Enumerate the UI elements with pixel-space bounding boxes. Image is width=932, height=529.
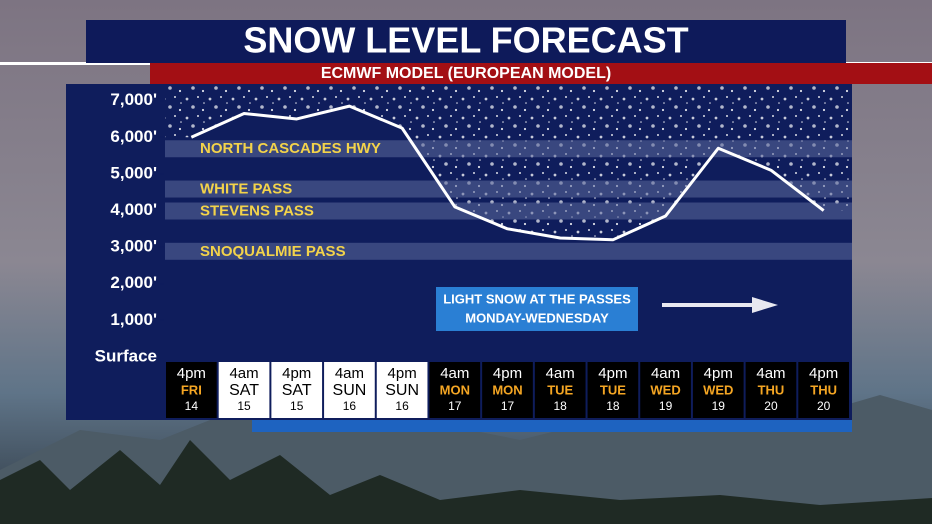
x-time: 4pm (598, 365, 627, 382)
x-date: 17 (448, 399, 462, 413)
x-day: SUN (385, 382, 419, 399)
x-time: 4am (229, 365, 258, 382)
y-tick-label: 6,000' (110, 127, 157, 146)
pass-band (165, 242, 852, 260)
x-time: 4am (546, 365, 575, 382)
x-date: 19 (659, 399, 673, 413)
x-date: 17 (501, 399, 515, 413)
title-bar (86, 20, 846, 63)
x-day: FRI (181, 382, 202, 397)
x-day: SUN (333, 382, 367, 399)
x-date: 16 (343, 399, 357, 413)
y-tick-label: 2,000' (110, 273, 157, 292)
x-day: SAT (229, 382, 259, 399)
y-tick-label: 1,000' (110, 310, 157, 329)
x-date: 20 (764, 399, 778, 413)
pass-label: STEVENS PASS (200, 202, 314, 219)
x-date: 16 (395, 399, 409, 413)
pass-label: SNOQUALMIE PASS (200, 243, 346, 260)
x-date: 18 (606, 399, 620, 413)
chart-title: SNOW LEVEL FORECAST (243, 20, 688, 61)
x-day: THU (810, 382, 837, 397)
x-day: WED (703, 382, 733, 397)
x-cell (429, 362, 481, 418)
x-day: TUE (547, 382, 573, 397)
x-cell (218, 362, 270, 418)
x-cell (587, 362, 639, 418)
x-time: 4am (756, 365, 785, 382)
x-cell (534, 362, 586, 418)
x-cell (482, 362, 533, 418)
x-cell (745, 362, 797, 418)
x-time: 4am (651, 365, 680, 382)
x-cell (376, 362, 428, 418)
x-cell (324, 362, 375, 418)
x-cell (798, 362, 849, 418)
x-date: 20 (817, 399, 831, 413)
x-day: WED (650, 382, 680, 397)
annotation: MONDAY-WEDNESDAY (465, 310, 609, 325)
arrow (662, 297, 778, 313)
x-day: MON (492, 382, 522, 397)
snow-level-line (190, 104, 825, 242)
subtitle-bar (150, 63, 932, 84)
x-time: 4pm (177, 365, 206, 382)
x-time: 4pm (493, 365, 522, 382)
x-time: 4pm (282, 365, 311, 382)
y-tick-label: 3,000' (110, 237, 157, 256)
x-date: 15 (290, 399, 304, 413)
y-tick-label: 7,000' (110, 90, 157, 109)
x-cell (640, 362, 691, 418)
x-date: 15 (237, 399, 251, 413)
pass-band (165, 180, 852, 198)
trees (0, 440, 932, 524)
x-time: 4pm (704, 365, 733, 382)
x-day: TUE (600, 382, 626, 397)
x-time: 4pm (809, 365, 838, 382)
x-day: MON (440, 382, 470, 397)
x-time: 4am (440, 365, 469, 382)
x-day: THU (758, 382, 785, 397)
annotation-box (436, 287, 638, 331)
pass-band (165, 140, 852, 158)
pass-label: WHITE PASS (200, 181, 292, 198)
x-date: 18 (554, 399, 568, 413)
x-cell (271, 362, 323, 418)
panel-accent (252, 420, 852, 432)
y-tick-label: Surface (95, 346, 157, 365)
x-date: 19 (712, 399, 726, 413)
pass-label: NORTH CASCADES HWY (200, 140, 381, 157)
x-cell (166, 362, 217, 418)
x-cell (692, 362, 744, 418)
subtitle: ECMWF MODEL (EUROPEAN MODEL) (321, 65, 611, 82)
x-time: 4pm (388, 365, 417, 382)
x-day: SAT (282, 382, 312, 399)
x-date: 14 (185, 399, 199, 413)
snow-area (165, 86, 850, 240)
x-time: 4am (335, 365, 364, 382)
y-tick-label: 4,000' (110, 200, 157, 219)
y-tick-label: 5,000' (110, 163, 157, 182)
annotation: LIGHT SNOW AT THE PASSES (443, 291, 631, 306)
pass-band (165, 202, 852, 220)
